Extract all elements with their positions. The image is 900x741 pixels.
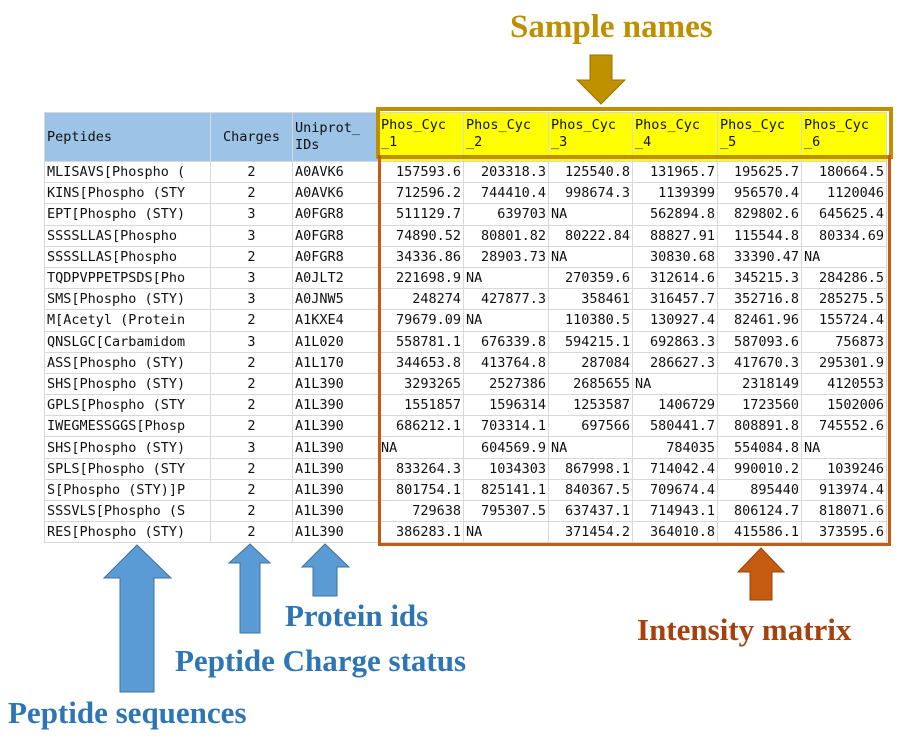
intensity-cell[interactable]: 990010.2 [717,457,802,480]
intensity-cell[interactable]: 358461 [548,288,633,311]
intensity-cell[interactable]: 692863.3 [632,330,718,353]
sample-names-highlight-box [376,107,893,159]
intensity-cell[interactable]: 364010.8 [632,521,718,544]
intensity-cell[interactable]: 1723560 [717,394,802,417]
intensity-cell[interactable]: 417670.3 [717,351,802,374]
intensity-cell[interactable]: 594215.1 [548,330,633,353]
protein-id-cell[interactable]: A1L390 [292,372,379,396]
peptide-cell[interactable]: RES[Phospho (STY) [44,521,211,544]
peptide-cell[interactable]: QNSLGC[Carbamidom [44,330,211,353]
intensity-cell[interactable]: 1596314 [463,394,549,417]
intensity-cell[interactable]: 2318149 [717,372,802,396]
table-row: SSSSLLAS[Phospho 3 A0FGR8 74890.52 80801.82 8… [44,224,887,247]
intensity-cell[interactable]: 1253587 [548,394,633,417]
column-header-sample[interactable]: Phos_Cyc _6 [801,112,887,162]
intensity-cell[interactable]: NA [463,521,549,544]
column-header-sample[interactable]: Phos_Cyc _3 [548,112,633,162]
intensity-cell[interactable]: 80334.69 [801,224,887,247]
intensity-cell[interactable]: 795307.5 [463,499,549,523]
intensity-matrix-label: Intensity matrix [637,612,852,647]
intensity-matrix-highlight-box [378,155,891,546]
protein-id-cell[interactable]: A1L390 [292,521,379,544]
intensity-cell[interactable]: 4120553 [801,372,887,396]
intensity-cell[interactable]: 686212.1 [378,415,464,438]
intensity-cell[interactable]: 155724.4 [801,309,887,332]
intensity-cell[interactable]: 284286.5 [801,266,887,290]
intensity-cell[interactable]: 82461.96 [717,309,802,332]
protein-id-cell[interactable]: A0FGR8 [292,245,379,268]
intensity-cell[interactable]: 287084 [548,351,633,374]
intensity-cell[interactable]: 714943.1 [632,499,718,523]
intensity-cell[interactable]: 286627.3 [632,351,718,374]
intensity-cell[interactable]: 131965.7 [632,160,718,184]
peptide-sequences-up-arrow-icon [102,544,173,693]
column-header-sample[interactable]: Phos_Cyc _1 [378,112,464,162]
table-row: ASS[Phospho (STY) 2 A1L170 344653.8 413764.8… [44,351,887,374]
peptide-cell[interactable]: IWEGMESSGGS[Phosp [44,415,211,438]
column-header-peptides[interactable]: Peptides [44,112,211,162]
peptide-cell[interactable]: M[Acetyl (Protein [44,309,211,332]
protein-id-cell[interactable]: A1L390 [292,394,379,417]
table-row: RES[Phospho (STY) 2 A1L390 386283.1 NA 371454… [44,521,887,544]
intensity-cell[interactable]: 562894.8 [632,203,718,226]
intensity-cell[interactable]: 295301.9 [801,351,887,374]
peptide-intensity-table: Peptides Charges Uniprot_ IDs Phos_Cyc _1 Ph… [44,112,887,544]
intensity-cell[interactable]: 913974.4 [801,478,887,502]
intensity-cell[interactable]: 30830.68 [632,245,718,268]
table-row: QNSLGC[Carbamidom 3 A1L020 558781.1 676339.8… [44,330,887,353]
table-row: S[Phospho (STY)]P 2 A1L390 801754.1 825141.1… [44,478,887,502]
peptide-cell[interactable]: ASS[Phospho (STY) [44,351,211,374]
peptide-sequences-label: Peptide sequences [8,695,247,730]
table-row: TQDPVPPETPSDS[Pho 3 A0JLT2 221698.9 NA 270359… [44,266,887,290]
intensity-cell[interactable]: 587093.6 [717,330,802,353]
intensity-cell[interactable]: 373595.6 [801,521,887,544]
intensity-cell[interactable]: 345215.3 [717,266,802,290]
intensity-cell[interactable]: 998674.3 [548,182,633,205]
intensity-matrix-up-arrow-icon [736,547,786,601]
charge-status-up-arrow-icon [227,543,272,634]
intensity-cell[interactable]: 818071.6 [801,499,887,523]
peptide-cell[interactable]: SHS[Phospho (STY) [44,436,211,459]
intensity-cell[interactable]: NA [548,245,633,268]
protein-id-cell[interactable]: A0JNW5 [292,288,379,311]
sample-names-down-arrow-icon [575,54,627,105]
charge-status-label: Peptide Charge status [175,643,467,678]
intensity-cell[interactable]: 833264.3 [378,457,464,480]
protein-id-cell[interactable]: A1KXE4 [292,309,379,332]
protein-id-cell[interactable]: A0FGR8 [292,203,379,226]
intensity-cell[interactable]: 676339.8 [463,330,549,353]
table-row: SHS[Phospho (STY) 3 A1L390 NA 604569.9 NA 7840… [44,436,887,459]
table-row: MLISAVS[Phospho (2 A0AVK6 157593.6 203318.3… [44,160,887,184]
intensity-cell[interactable]: 645625.4 [801,203,887,226]
table-row: M[Acetyl (Protein 2 A1KXE4 79679.09 NA 110380… [44,309,887,332]
intensity-cell[interactable]: 125540.8 [548,160,633,184]
intensity-cell[interactable]: 729638 [378,499,464,523]
intensity-cell[interactable]: 3293265 [378,372,464,396]
table-row: GPLS[Phospho (STY 2 A1L390 1551857 1596314 12… [44,394,887,417]
intensity-cell[interactable]: 180664.5 [801,160,887,184]
intensity-cell[interactable]: 1039246 [801,457,887,480]
intensity-cell[interactable]: 312614.6 [632,266,718,290]
intensity-cell[interactable]: 1034303 [463,457,549,480]
column-header-sample[interactable]: Phos_Cyc _4 [632,112,718,162]
protein-ids-up-arrow-icon [300,543,351,597]
intensity-cell[interactable]: 415586.1 [717,521,802,544]
sample-names-label: Sample names [510,9,713,45]
intensity-cell[interactable]: 352716.8 [717,288,802,311]
protein-id-cell[interactable]: A1L170 [292,351,379,374]
intensity-cell[interactable]: 1406729 [632,394,718,417]
intensity-cell[interactable]: 808891.8 [717,415,802,438]
intensity-cell[interactable]: 221698.9 [378,266,464,290]
header-row: Peptides Charges Uniprot_ IDs Phos_Cyc _1 Ph… [44,112,887,162]
column-header-sample[interactable]: Phos_Cyc _2 [463,112,549,162]
peptide-cell[interactable]: EPT[Phospho (STY) [44,203,211,226]
intensity-cell[interactable]: 784035 [632,436,718,459]
protein-ids-label: Protein ids [285,598,429,633]
intensity-cell[interactable]: 2527386 [463,372,549,396]
intensity-cell[interactable]: NA [463,266,549,290]
column-header-sample[interactable]: Phos_Cyc _5 [717,112,802,162]
